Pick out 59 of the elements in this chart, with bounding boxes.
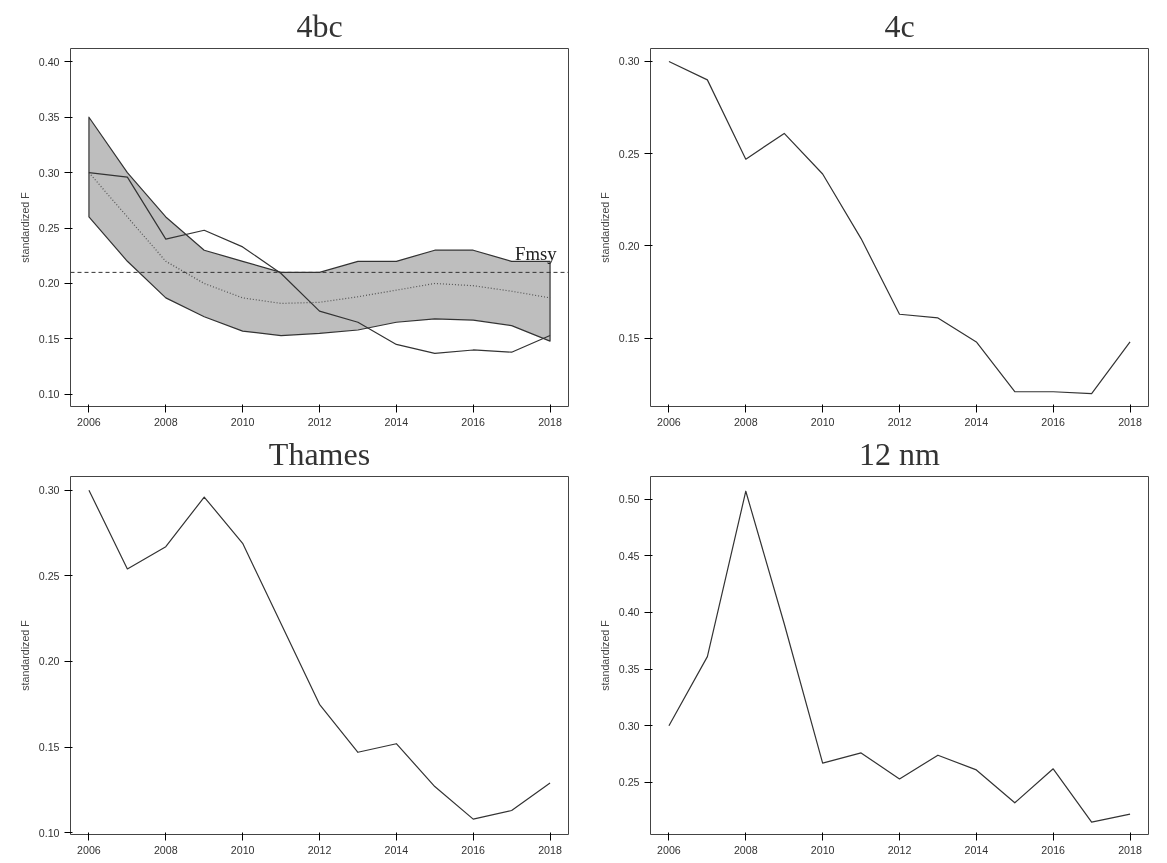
chart-title: 12 nm (859, 435, 941, 472)
x-tick-label: 2018 (538, 843, 562, 856)
x-tick-label: 2010 (810, 415, 835, 428)
x-tick-label: 2008 (733, 843, 758, 856)
y-tick-label: 0.10 (38, 388, 60, 401)
x-tick-label: 2006 (657, 843, 681, 856)
y-tick-label: 0.30 (618, 719, 640, 732)
y-axis-title: standardized F (598, 619, 611, 691)
y-tick-label: 0.40 (38, 55, 60, 68)
x-tick-label: 2012 (887, 415, 912, 428)
y-axis-title: standardized F (598, 191, 611, 263)
x-tick-label: 2008 (153, 415, 178, 428)
x-tick-label: 2012 (307, 843, 332, 856)
y-tick-label: 0.40 (618, 606, 640, 619)
x-tick-label: 2006 (77, 843, 101, 856)
y-tick-label: 0.30 (618, 55, 640, 68)
x-tick-label: 2012 (887, 843, 912, 856)
x-tick-label: 2006 (657, 415, 681, 428)
x-tick-label: 2010 (230, 843, 255, 856)
x-tick-label: 2006 (77, 415, 101, 428)
x-tick-label: 2014 (384, 843, 409, 856)
y-tick-label: 0.35 (618, 663, 640, 676)
y-tick-label: 0.20 (38, 277, 60, 290)
x-tick-label: 2018 (1118, 843, 1142, 856)
y-tick-label: 0.25 (38, 569, 60, 582)
chart-title: 4c (884, 7, 915, 44)
y-tick-label: 0.25 (618, 147, 640, 160)
x-tick-label: 2016 (461, 843, 486, 856)
y-tick-label: 0.15 (618, 332, 640, 345)
y-tick-label: 0.50 (618, 493, 640, 506)
y-tick-label: 0.25 (38, 222, 60, 235)
y-axis-title: standardized F (18, 191, 31, 263)
y-tick-label: 0.45 (618, 549, 640, 562)
x-tick-label: 2010 (230, 415, 255, 428)
x-tick-label: 2014 (964, 415, 989, 428)
y-tick-label: 0.30 (38, 166, 60, 179)
x-tick-label: 2008 (153, 843, 178, 856)
y-tick-label: 0.25 (618, 776, 640, 789)
y-axis-title: standardized F (18, 619, 31, 691)
x-tick-label: 2016 (1041, 415, 1066, 428)
y-tick-label: 0.35 (38, 111, 60, 124)
y-tick-label: 0.20 (618, 239, 640, 252)
x-tick-label: 2014 (964, 843, 989, 856)
y-tick-label: 0.15 (38, 741, 60, 754)
ref-line-label: Fmsy (515, 243, 558, 265)
x-tick-label: 2016 (1041, 843, 1066, 856)
x-tick-label: 2018 (538, 415, 562, 428)
x-tick-label: 2008 (733, 415, 758, 428)
x-tick-label: 2018 (1118, 415, 1142, 428)
chart-title: 4bc (296, 7, 343, 44)
x-tick-label: 2016 (461, 415, 486, 428)
y-tick-label: 0.10 (38, 826, 60, 839)
x-tick-label: 2010 (810, 843, 835, 856)
y-tick-label: 0.15 (38, 332, 60, 345)
x-tick-label: 2012 (307, 415, 332, 428)
chart-title: Thames (268, 435, 371, 472)
y-tick-label: 0.30 (38, 484, 60, 497)
y-tick-label: 0.20 (38, 655, 60, 668)
x-tick-label: 2014 (384, 415, 409, 428)
